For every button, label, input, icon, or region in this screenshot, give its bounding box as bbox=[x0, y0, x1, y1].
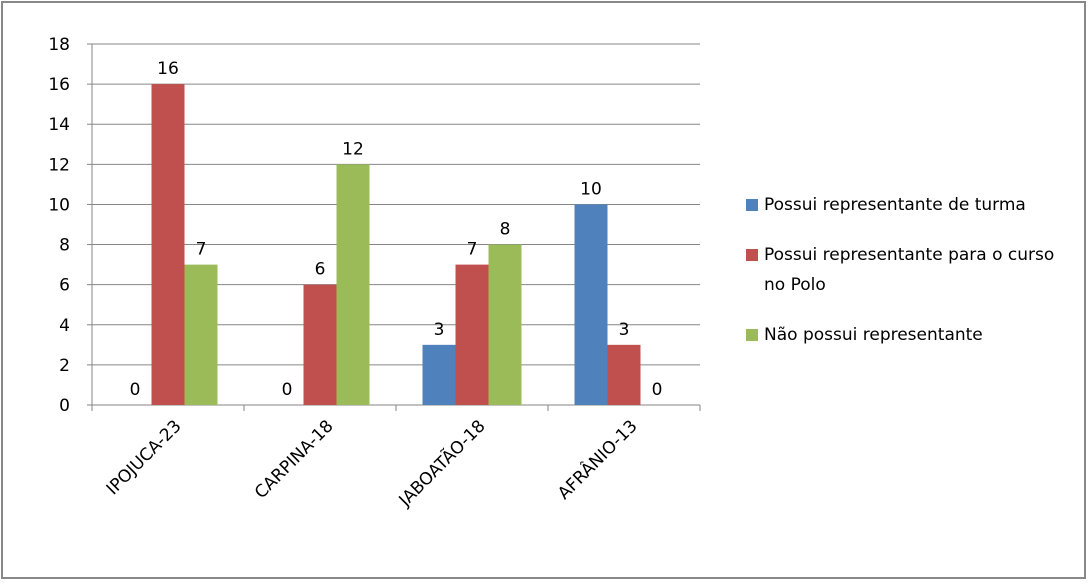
legend-swatch bbox=[746, 249, 758, 261]
legend-label: Possui representante de turma bbox=[764, 195, 1026, 215]
legend-item: Possui representante para o curso no Pol… bbox=[740, 240, 1060, 300]
legend: Possui representante de turma Possui repr… bbox=[740, 190, 1060, 370]
legend-item: Possui representante de turma bbox=[740, 190, 1060, 220]
data-label: 7 bbox=[196, 240, 207, 260]
legend-swatch bbox=[746, 329, 758, 341]
y-tick-label: 2 bbox=[59, 356, 70, 376]
data-label: 0 bbox=[652, 380, 663, 400]
data-label: 8 bbox=[500, 220, 511, 240]
data-label: 12 bbox=[342, 139, 364, 159]
legend-swatch bbox=[746, 199, 758, 211]
bar bbox=[607, 344, 641, 405]
data-label: 16 bbox=[157, 59, 179, 79]
y-tick-label: 8 bbox=[59, 236, 70, 256]
y-tick-label: 4 bbox=[59, 316, 70, 336]
legend-label: Não possui representante bbox=[764, 325, 983, 345]
data-label: 10 bbox=[580, 179, 602, 199]
bar bbox=[574, 204, 608, 405]
data-label: 7 bbox=[467, 240, 478, 260]
y-tick-label: 14 bbox=[48, 115, 70, 135]
bar bbox=[422, 344, 456, 405]
y-tick-label: 18 bbox=[48, 35, 70, 55]
data-label: 0 bbox=[130, 380, 141, 400]
bar bbox=[303, 284, 337, 405]
bar bbox=[455, 264, 489, 405]
legend-label: Possui representante para o curso no Pol… bbox=[764, 245, 1055, 295]
y-tick-label: 0 bbox=[59, 396, 70, 416]
data-label: 3 bbox=[619, 320, 630, 340]
data-label: 0 bbox=[282, 380, 293, 400]
bar bbox=[184, 264, 218, 405]
data-label: 6 bbox=[315, 260, 326, 280]
bar bbox=[151, 84, 185, 405]
bar bbox=[488, 244, 522, 405]
y-tick-label: 12 bbox=[48, 155, 70, 175]
bar bbox=[336, 164, 370, 405]
y-tick-label: 16 bbox=[48, 75, 70, 95]
y-tick-label: 6 bbox=[59, 276, 70, 296]
y-tick-label: 10 bbox=[48, 195, 70, 215]
data-label: 3 bbox=[434, 320, 445, 340]
legend-item: Não possui representante bbox=[740, 320, 1060, 350]
